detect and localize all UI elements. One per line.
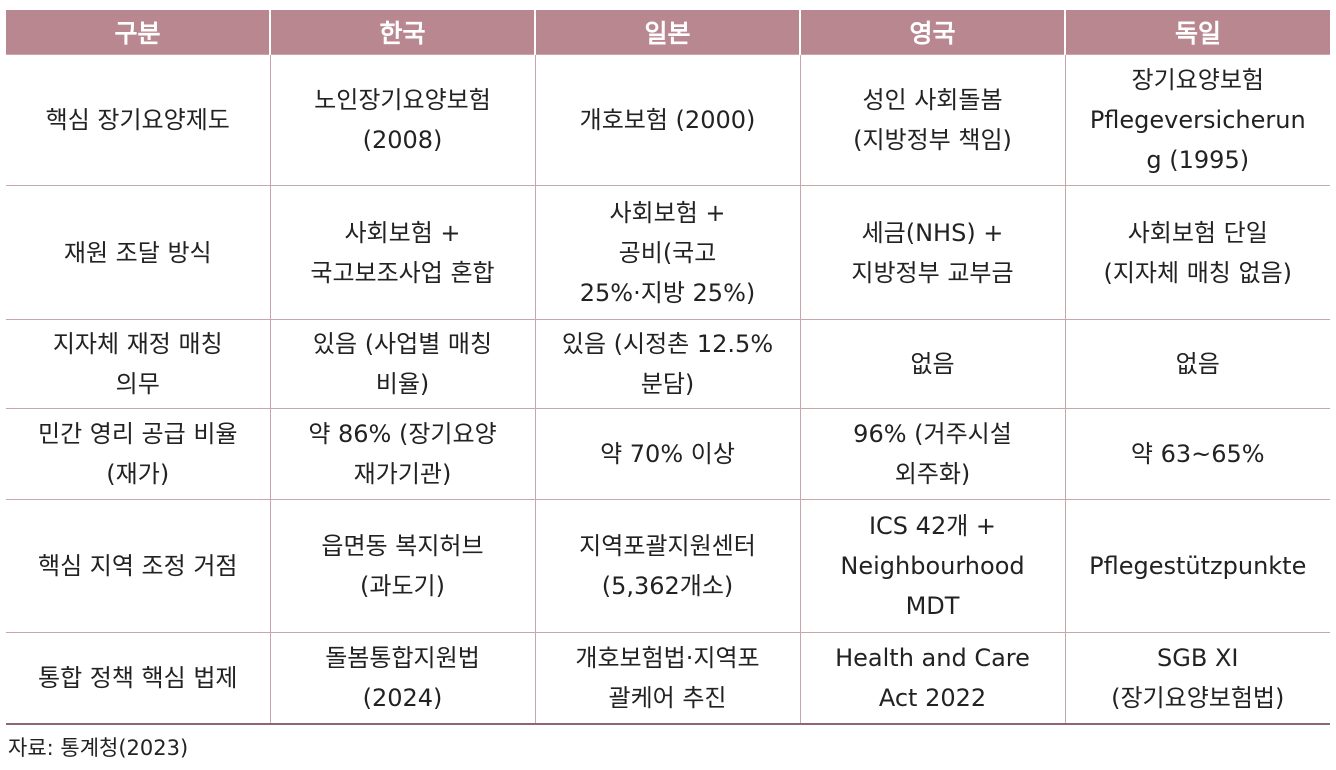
table-cell-uk: Health and Care Act 2022 [799, 632, 1065, 725]
cell-text-line: (재가) [106, 460, 170, 488]
cell-text-line: (과도기) [360, 572, 445, 600]
table-cell-germany: 약 63~65% [1064, 408, 1330, 500]
comparison-table-wrapper: 구분 한국 일본 영국 독일 핵심 장기요양제도 노인장기요양보험 (2008) 개호… [6, 10, 1330, 725]
table-cell-japan: 사회보험 + 공비(국고 25%·지방 25%) [534, 185, 800, 320]
table-cell-japan: 약 70% 이상 [534, 408, 800, 500]
header-germany: 독일 [1064, 10, 1330, 55]
cell-text-line: g (1995) [1146, 146, 1250, 174]
cell-text-line: 있음 (사업별 매칭 [312, 330, 493, 358]
table-cell-category: 통합 정책 핵심 법제 [6, 632, 270, 725]
cell-text-line: 없음 [1175, 350, 1220, 378]
table-cell-japan: 있음 (시정촌 12.5% 분담) [534, 319, 800, 409]
cell-text-line: 지자체 재정 매칭 [52, 330, 223, 358]
cell-text-line: 분담) [640, 370, 695, 398]
cell-text-line: (지자체 매칭 없음) [1103, 258, 1293, 287]
table-cell-uk: 성인 사회돌봄 (지방정부 책임) [799, 54, 1065, 186]
cell-text-line: 핵심 지역 조정 거점 [37, 552, 238, 580]
cell-text-line: 없음 [910, 350, 955, 378]
cell-text-line: 노인장기요양보험 [314, 86, 491, 114]
cell-text-line: ICS 42개 + [868, 512, 997, 540]
cell-text-line: (2008) [362, 126, 443, 154]
header-category: 구분 [6, 10, 270, 55]
cell-text-line: 재원 조달 방식 [63, 238, 212, 267]
cell-text-line: 성인 사회돌봄 [862, 86, 1003, 114]
table-row: 핵심 지역 조정 거점 읍면동 복지허브 (과도기) 지역포괄지원센터 (5,362개소… [6, 499, 1330, 633]
cell-text-line: (5,362개소) [601, 572, 734, 600]
cell-text-line: (장기요양보험법) [1111, 684, 1285, 712]
cell-text-line: 장기요양보험 [1131, 66, 1264, 94]
cell-text-line: 있음 (시정촌 12.5% [561, 330, 774, 358]
table-cell-uk: 세금(NHS) + 지방정부 교부금 [799, 185, 1065, 320]
table-cell-uk: ICS 42개 + Neighbourhood MDT [799, 499, 1065, 633]
cell-text-line: 돌봄통합지원법 [325, 644, 480, 672]
table-row: 통합 정책 핵심 법제 돌봄통합지원법 (2024) 개호보험법·지역포 괄케어 추진 H… [6, 632, 1330, 725]
cell-text-line: 비율) [375, 370, 430, 398]
cell-text-line: Pflegeversicherun [1089, 106, 1306, 134]
cell-text-line: 약 86% (장기요양 [308, 420, 497, 448]
table-cell-korea: 돌봄통합지원법 (2024) [269, 632, 535, 725]
header-japan: 일본 [534, 10, 800, 55]
table-header-row: 구분 한국 일본 영국 독일 [6, 10, 1330, 55]
table-cell-category: 핵심 장기요양제도 [6, 54, 270, 186]
table-cell-germany: 없음 [1064, 319, 1330, 409]
cell-text-line: 핵심 장기요양제도 [45, 106, 230, 134]
cell-text-line: 읍면동 복지허브 [321, 532, 484, 560]
cell-text-line: 개호보험법·지역포 [575, 644, 760, 672]
cell-text-line: Neighbourhood [840, 552, 1025, 580]
table-cell-germany: 사회보험 단일 (지자체 매칭 없음) [1064, 185, 1330, 320]
cell-text-line: 사회보험 단일 [1127, 218, 1268, 247]
cell-text-line: Health and Care [835, 644, 1030, 672]
cell-text-line: 국고보조사업 혼합 [310, 258, 495, 287]
table-cell-japan: 지역포괄지원센터 (5,362개소) [534, 499, 800, 633]
table-row: 핵심 장기요양제도 노인장기요양보험 (2008) 개호보험 (2000) 성인 사회돌… [6, 54, 1330, 186]
table-cell-category: 재원 조달 방식 [6, 185, 270, 320]
cell-text-line: 공비(국고 [618, 238, 717, 267]
source-note: 자료: 통계청(2023) [8, 736, 189, 760]
cell-text-line: 약 70% 이상 [600, 440, 735, 468]
cell-text-line: Pflegestützpunkte [1089, 552, 1307, 580]
cell-text-line: 의무 [115, 370, 160, 398]
header-uk: 영국 [799, 10, 1065, 55]
cell-text-line: 민간 영리 공급 비율 [37, 420, 238, 448]
cell-text-line: 재가기관) [353, 460, 452, 488]
table-cell-uk: 없음 [799, 319, 1065, 409]
cell-text-line: 세금(NHS) + [861, 218, 1004, 247]
table-body: 핵심 장기요양제도 노인장기요양보험 (2008) 개호보험 (2000) 성인 사회돌… [6, 54, 1330, 725]
header-korea: 한국 [269, 10, 535, 55]
table-cell-germany: SGB XI (장기요양보험법) [1064, 632, 1330, 725]
cell-text-line: MDT [905, 592, 960, 620]
cell-text-line: 사회보험 + [609, 198, 726, 227]
cell-text-line: 괄케어 추진 [608, 684, 727, 712]
cell-text-line: 지방정부 교부금 [851, 258, 1014, 287]
table-row: 재원 조달 방식 사회보험 + 국고보조사업 혼합 사회보험 + 공비(국고 25%·지방… [6, 185, 1330, 320]
table-cell-korea: 사회보험 + 국고보조사업 혼합 [269, 185, 535, 320]
table-cell-category: 핵심 지역 조정 거점 [6, 499, 270, 633]
table-cell-germany: Pflegestützpunkte [1064, 499, 1330, 633]
table-cell-korea: 노인장기요양보험 (2008) [269, 54, 535, 186]
table-row: 지자체 재정 매칭 의무 있음 (사업별 매칭 비율) 있음 (시정촌 12.5% 분담)… [6, 319, 1330, 409]
cell-text-line: 25%·지방 25%) [579, 278, 756, 307]
table-cell-korea: 읍면동 복지허브 (과도기) [269, 499, 535, 633]
cell-text-line: 96% (거주시설 [853, 420, 1012, 448]
cell-text-line: SGB XI [1157, 644, 1239, 672]
cell-text-line: 외주화) [894, 460, 971, 488]
table-cell-germany: 장기요양보험 Pflegeversicherun g (1995) [1064, 54, 1330, 186]
cell-text-line: 사회보험 + [344, 218, 461, 247]
cell-text-line: (2024) [362, 684, 443, 712]
comparison-table: 구분 한국 일본 영국 독일 핵심 장기요양제도 노인장기요양보험 (2008) 개호… [6, 10, 1330, 725]
table-cell-japan: 개호보험 (2000) [534, 54, 800, 186]
cell-text-line: 약 63~65% [1130, 440, 1265, 468]
cell-text-line: 통합 정책 핵심 법제 [37, 664, 238, 692]
cell-text-line: Act 2022 [878, 684, 987, 712]
cell-text-line: (지방정부 책임) [853, 126, 1012, 154]
cell-text-line: 개호보험 (2000) [579, 106, 756, 134]
table-cell-category: 민간 영리 공급 비율 (재가) [6, 408, 270, 500]
cell-text-line: 지역포괄지원센터 [579, 532, 756, 560]
